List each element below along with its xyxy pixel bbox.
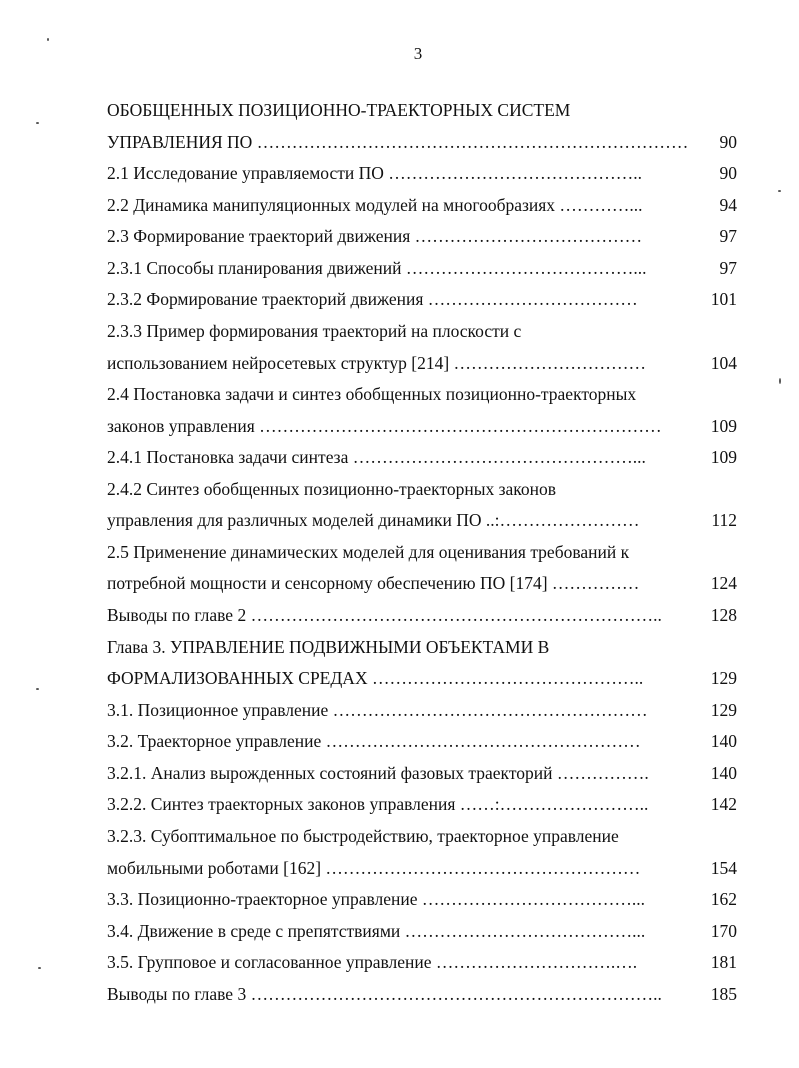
toc-entry: 2.3 Формирование траекторий движения …………	[107, 221, 747, 253]
toc-entry-title: 2.5 Применение динамических моделей для …	[107, 541, 630, 562]
toc-entry: УПРАВЛЕНИЯ ПО ………………………………………………………………………	[107, 127, 747, 159]
toc-entry-page: 162	[710, 889, 737, 910]
toc-entry-title: 3.3. Позиционно-траекторное управление ……	[107, 889, 646, 910]
toc-entry-page: 97	[719, 226, 738, 247]
scan-speck	[38, 967, 41, 969]
toc-entry-title: ОБОБЩЕННЫХ ПОЗИЦИОННО-ТРАЕКТОРНЫХ СИСТЕМ	[107, 100, 571, 120]
toc-entry-page: 109	[710, 415, 737, 436]
page-number: 3	[413, 44, 423, 63]
toc-entry-page: 101	[710, 289, 737, 310]
toc-entry-page: 94	[719, 194, 738, 215]
toc-entry-title: 2.4 Постановка задачи и синтез обобщенны…	[107, 384, 637, 405]
toc-entry-title: 2.2 Динамика манипуляционных модулей на …	[107, 194, 643, 215]
toc-entry: Выводы по главе 3 ……………………………………………………………	[107, 979, 747, 1011]
scan-speck	[779, 378, 781, 384]
table-of-contents: ОБОБЩЕННЫХ ПОЗИЦИОННО-ТРАЕКТОРНЫХ СИСТЕМ…	[107, 95, 747, 1010]
toc-entry-title: 2.4.2 Синтез обобщенных позиционно-траек…	[107, 478, 557, 499]
toc-entry-page: 181	[710, 952, 737, 973]
toc-entry-title: 3.2. Траекторное управление …………………………………	[107, 731, 641, 752]
toc-entry: 2.5 Применение динамических моделей для …	[107, 537, 747, 569]
toc-entry-page: 128	[710, 605, 737, 625]
toc-entry-title: 3.2.2. Синтез траекторных законов управл…	[107, 794, 649, 815]
toc-entry-title: 3.2.1. Анализ вырожденных состояний фазо…	[107, 762, 649, 783]
toc-entry: 3.5. Групповое и согласованное управлени…	[107, 947, 747, 979]
toc-entry-title: 2.3 Формирование траекторий движения …………	[107, 226, 643, 247]
toc-entry: 2.1 Исследование управляемости ПО …………………	[107, 158, 747, 190]
toc-entry-title: 3.2.3. Субоптимальное по быстродействию,…	[107, 825, 619, 846]
toc-entry: 3.2. Траекторное управление …………………………………	[107, 726, 747, 758]
toc-entry: 2.3.1 Способы планирования движений ……………	[107, 253, 747, 285]
toc-entry: 2.4.1 Постановка задачи синтеза ………………………	[107, 442, 747, 474]
toc-entry: ОБОБЩЕННЫХ ПОЗИЦИОННО-ТРАЕКТОРНЫХ СИСТЕМ	[107, 95, 747, 127]
toc-entry: 2.2 Динамика манипуляционных модулей на …	[107, 190, 747, 222]
toc-entry-title: законов управления …………………………………………………………	[107, 415, 662, 436]
toc-entry-title: 2.3.1 Способы планирования движений ……………	[107, 257, 647, 278]
toc-entry-page: 170	[710, 920, 737, 941]
toc-entry-page: 129	[710, 699, 737, 720]
toc-entry-page: 154	[710, 857, 737, 878]
scan-speck	[36, 688, 39, 690]
toc-entry-page: 124	[710, 573, 737, 594]
toc-entry-page: 140	[710, 762, 737, 783]
toc-entry-title: 2.4.1 Постановка задачи синтеза ………………………	[107, 447, 646, 468]
toc-entry: 3.2.3. Субоптимальное по быстродействию,…	[107, 821, 747, 853]
toc-entry: мобильными роботами [162] ………………………………………	[107, 853, 747, 885]
toc-entry: 2.3.2 Формирование траекторий движения ……	[107, 284, 747, 316]
toc-entry: 3.1. Позиционное управление …………………………………	[107, 695, 747, 727]
toc-entry-title: 2.3.3 Пример формирования траекторий на …	[107, 320, 522, 341]
toc-entry-page: 140	[710, 731, 737, 752]
toc-entry-page: 90	[719, 163, 738, 184]
toc-entry: Глава 3. УПРАВЛЕНИЕ ПОДВИЖНЫМИ ОБЪЕКТАМИ…	[107, 632, 747, 664]
toc-entry-title: потребной мощности и сенсорному обеспече…	[107, 573, 640, 594]
toc-entry-title: 3.4. Движение в среде с препятствиями ………	[107, 920, 646, 941]
scan-speck	[47, 38, 49, 41]
toc-entry-title: Выводы по главе 3 ……………………………………………………………	[107, 983, 662, 1004]
toc-entry-page: 142	[710, 794, 737, 815]
scan-speck	[36, 122, 39, 124]
toc-entry: 3.4. Движение в среде с препятствиями ………	[107, 916, 747, 948]
toc-entry-page: 129	[710, 668, 737, 689]
toc-entry: 2.4.2 Синтез обобщенных позиционно-траек…	[107, 474, 747, 506]
toc-entry-page: 104	[710, 352, 737, 373]
toc-entry: управления для различных моделей динамик…	[107, 505, 747, 537]
toc-entry-page: 97	[719, 257, 738, 278]
toc-entry-title: Выводы по главе 2 ……………………………………………………………	[107, 605, 662, 625]
toc-entry-title: управления для различных моделей динамик…	[107, 510, 640, 531]
toc-entry: 3.2.2. Синтез траекторных законов управл…	[107, 789, 747, 821]
toc-entry: потребной мощности и сенсорному обеспече…	[107, 568, 747, 600]
toc-entry-page: 185	[710, 983, 737, 1004]
toc-entry-page: 109	[710, 447, 737, 468]
toc-entry-title: использованием нейросетевых структур [21…	[107, 352, 647, 373]
toc-entry-title: ФОРМАЛИЗОВАННЫХ СРЕДАХ ………………………………………..	[107, 668, 644, 689]
toc-entry: ФОРМАЛИЗОВАННЫХ СРЕДАХ ………………………………………..…	[107, 663, 747, 695]
toc-entry: 2.4 Постановка задачи и синтез обобщенны…	[107, 379, 747, 411]
toc-entry-title: УПРАВЛЕНИЯ ПО ………………………………………………………………………	[107, 131, 690, 152]
toc-entry: законов управления …………………………………………………………	[107, 411, 747, 443]
toc-entry-title: 3.1. Позиционное управление …………………………………	[107, 699, 648, 720]
toc-entry: 2.3.3 Пример формирования траекторий на …	[107, 316, 747, 348]
toc-entry-title: Глава 3. УПРАВЛЕНИЕ ПОДВИЖНЫМИ ОБЪЕКТАМИ…	[107, 636, 550, 657]
toc-entry-title: 2.1 Исследование управляемости ПО …………………	[107, 163, 643, 184]
toc-entry-page: 112	[711, 510, 737, 531]
toc-entry-title: мобильными роботами [162] ………………………………………	[107, 857, 641, 878]
toc-entry: 3.3. Позиционно-траекторное управление ……	[107, 884, 747, 916]
toc-entry-title: 3.5. Групповое и согласованное управлени…	[107, 952, 638, 973]
scan-speck	[778, 190, 781, 192]
toc-entry-title: 2.3.2 Формирование траекторий движения ……	[107, 289, 638, 310]
toc-entry: Выводы по главе 2 ……………………………………………………………	[107, 600, 747, 632]
toc-entry-page: 90	[719, 131, 738, 152]
toc-entry: 3.2.1. Анализ вырожденных состояний фазо…	[107, 758, 747, 790]
toc-entry: использованием нейросетевых структур [21…	[107, 348, 747, 380]
